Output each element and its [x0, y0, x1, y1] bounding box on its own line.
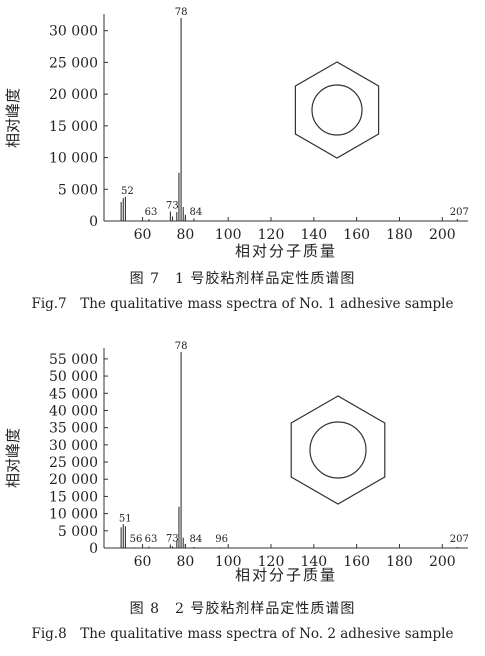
peak-label: 63: [145, 207, 158, 218]
y-tick-label: 0: [89, 541, 98, 557]
x-tick-label: 140: [300, 554, 327, 570]
peak-label: 73: [166, 534, 179, 545]
x-tick-label: 120: [258, 227, 285, 243]
x-tick-label: 140: [300, 227, 327, 243]
peak-label: 84: [190, 207, 203, 218]
y-tick-label: 35 000: [49, 421, 98, 437]
y-tick-label: 15 000: [49, 119, 98, 135]
peak-label: 56: [130, 534, 143, 545]
benzene-ring-structure: [294, 61, 380, 159]
peak-label: 63: [145, 534, 158, 545]
x-tick-label: 160: [343, 227, 370, 243]
x-tick-label: 80: [176, 554, 194, 570]
x-tick-label: 60: [134, 554, 152, 570]
peak-label: 73: [166, 200, 179, 211]
benzene-inner-circle: [311, 84, 363, 136]
y-axis-label: 相对峰度: [4, 88, 22, 148]
benzene-hexagon: [290, 395, 386, 505]
peak-label: 51: [119, 513, 132, 524]
y-tick-label: 5 000: [58, 182, 98, 198]
y-tick-label: 20 000: [49, 472, 98, 488]
y-tick-label: 30 000: [49, 24, 98, 40]
x-tick-label: 180: [386, 554, 413, 570]
x-axis-label: 相对分子质量: [235, 566, 337, 584]
figure-7: 0 5 000 10 000 15 000 20 000 25 000 30 000 60 80…: [0, 0, 485, 320]
peak-label: 78: [175, 7, 188, 18]
peak-label: 207: [450, 207, 469, 218]
y-tick-label: 25 000: [49, 55, 98, 71]
y-tick-label: 5 000: [58, 524, 98, 540]
x-tick-label: 80: [176, 227, 194, 243]
peak-label: 84: [190, 534, 203, 545]
x-tick-label: 200: [429, 227, 456, 243]
peak-label: 52: [121, 186, 134, 197]
x-axis-label: 相对分子质量: [235, 242, 337, 260]
benzene-ring-structure: [290, 395, 386, 505]
peak-label: 96: [215, 534, 228, 545]
figure-7-caption-cn: 图 7 1 号胶粘剂样品定性质谱图: [129, 271, 356, 287]
y-tick-label: 10 000: [49, 507, 98, 523]
y-tick-label: 55 000: [49, 352, 98, 368]
x-tick-label: 100: [215, 227, 242, 243]
y-tick-label: 10 000: [49, 151, 98, 167]
x-tick-label: 180: [386, 227, 413, 243]
x-tick-label: 120: [258, 554, 285, 570]
y-tick-label: 20 000: [49, 87, 98, 103]
y-tick-label: 45 000: [49, 386, 98, 402]
y-axis-label: 相对峰度: [4, 428, 22, 488]
y-tick-label: 15 000: [49, 489, 98, 505]
y-tick-label: 25 000: [49, 455, 98, 471]
benzene-hexagon: [294, 61, 380, 159]
figure-8-caption-en: Fig.8 The qualitative mass spectra of No…: [31, 626, 454, 642]
figure-8-caption-cn: 图 8 2 号胶粘剂样品定性质谱图: [129, 601, 356, 617]
peak-label: 207: [450, 534, 469, 545]
x-tick-label: 160: [343, 554, 370, 570]
y-tick-label: 40 000: [49, 403, 98, 419]
x-tick-label: 100: [215, 554, 242, 570]
y-tick-label: 50 000: [49, 369, 98, 385]
figure-7-caption-en: Fig.7 The qualitative mass spectra of No…: [31, 296, 454, 312]
y-tick-label: 30 000: [49, 438, 98, 454]
peak-label: 78: [175, 341, 188, 352]
x-tick-label: 200: [429, 554, 456, 570]
x-tick-label: 60: [134, 227, 152, 243]
mass-spectrum-chart-7: 0 5 000 10 000 15 000 20 000 25 000 30 000 60 80…: [4, 7, 469, 260]
y-tick-label: 0: [89, 214, 98, 230]
benzene-inner-circle: [309, 421, 367, 479]
